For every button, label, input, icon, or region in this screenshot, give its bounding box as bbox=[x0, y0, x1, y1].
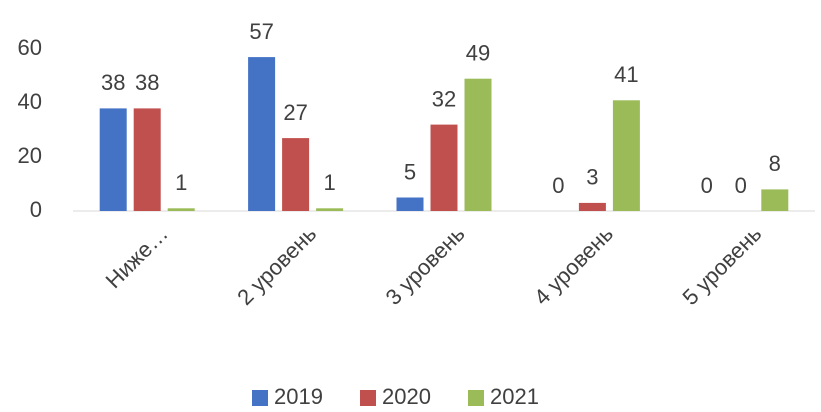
bar bbox=[282, 138, 310, 211]
legend-swatch bbox=[360, 390, 376, 406]
data-label: 1 bbox=[175, 170, 187, 195]
data-label: 0 bbox=[701, 173, 713, 198]
legend-label: 2019 bbox=[274, 384, 323, 409]
bar bbox=[430, 124, 458, 211]
legend-label: 2021 bbox=[490, 384, 539, 409]
x-tick-label: 2 уровень bbox=[232, 221, 321, 310]
bar bbox=[464, 78, 492, 211]
data-label: 57 bbox=[249, 19, 273, 44]
data-label: 38 bbox=[101, 70, 125, 95]
legend-swatch bbox=[468, 390, 484, 406]
data-label: 8 bbox=[769, 151, 781, 176]
data-label: 0 bbox=[552, 173, 564, 198]
data-label: 0 bbox=[735, 173, 747, 198]
x-tick-label: Ниже… bbox=[101, 221, 173, 293]
bar bbox=[316, 208, 344, 211]
x-tick-label: 3 уровень bbox=[381, 221, 470, 310]
data-label: 1 bbox=[323, 170, 335, 195]
x-tick-label: 4 уровень bbox=[529, 221, 618, 310]
y-tick-label: 0 bbox=[30, 197, 42, 222]
bar bbox=[578, 202, 606, 211]
data-label: 3 bbox=[586, 165, 598, 190]
data-label: 49 bbox=[466, 41, 490, 66]
bar bbox=[612, 100, 640, 211]
data-label: 41 bbox=[614, 62, 638, 87]
y-tick-label: 60 bbox=[18, 35, 42, 60]
bar bbox=[396, 197, 424, 211]
bar bbox=[248, 57, 276, 211]
legend-swatch bbox=[252, 390, 268, 406]
bar bbox=[167, 208, 195, 211]
data-label: 27 bbox=[283, 100, 307, 125]
bar bbox=[133, 108, 161, 211]
bar bbox=[99, 108, 127, 211]
data-label: 5 bbox=[404, 159, 416, 184]
y-tick-label: 40 bbox=[18, 89, 42, 114]
x-tick-label: 5 уровень bbox=[677, 221, 766, 310]
data-label: 32 bbox=[432, 86, 456, 111]
y-tick-label: 20 bbox=[18, 143, 42, 168]
legend-label: 2020 bbox=[382, 384, 431, 409]
bar bbox=[761, 189, 789, 211]
data-label: 38 bbox=[135, 70, 159, 95]
